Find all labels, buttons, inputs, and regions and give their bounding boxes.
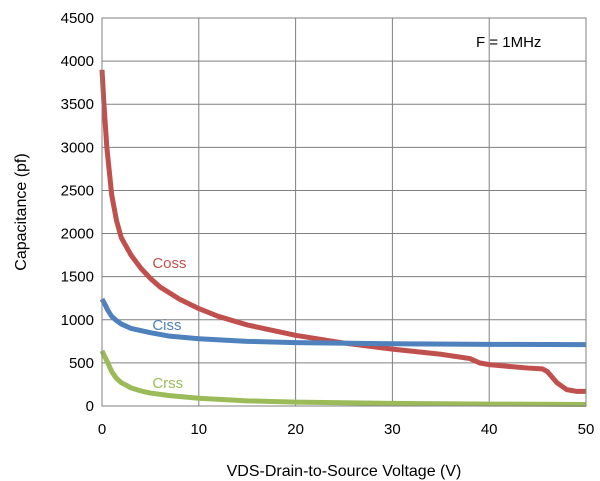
series-label-coss: Coss [152,255,186,272]
x-tick-label: 40 [481,421,498,438]
series-line-ciss [99,297,587,348]
y-tick-label: 1000 [61,312,94,329]
plot-area [102,18,586,406]
y-tick-label: 0 [86,398,94,415]
series-label-crss: Crss [152,375,183,392]
y-tick-label: 3500 [61,96,94,113]
x-tick-label: 20 [287,421,304,438]
series-lines [99,69,587,407]
series-line-coss [99,69,586,394]
x-axis-title: VDS-Drain-to-Source Voltage (V) [227,463,462,480]
y-tick-label: 3000 [61,139,94,156]
tick-labels: 0 10 20 30 40 5005001000150020002500300035004… [61,10,595,438]
y-tick-label: 1500 [61,269,94,286]
frequency-annotation: F = 1MHz [476,34,541,51]
y-tick-label: 4500 [61,10,94,27]
series-line-crss [99,349,587,407]
series-label-ciss: Ciss [152,317,181,334]
y-tick-label: 2000 [61,226,94,243]
plot-border [101,17,587,407]
x-tick-label: 30 [384,421,401,438]
y-tick-label: 500 [69,355,94,372]
y-tick-label: 4000 [61,53,94,70]
y-tick-label: 2500 [61,182,94,199]
x-tick-label: 50 [578,421,595,438]
x-tick-label: 10 [190,421,207,438]
x-tick-label: 0 [98,421,106,438]
y-axis-title: Capacitance (pf) [13,153,30,270]
series-labels: Coss Ciss Crss [152,255,186,392]
